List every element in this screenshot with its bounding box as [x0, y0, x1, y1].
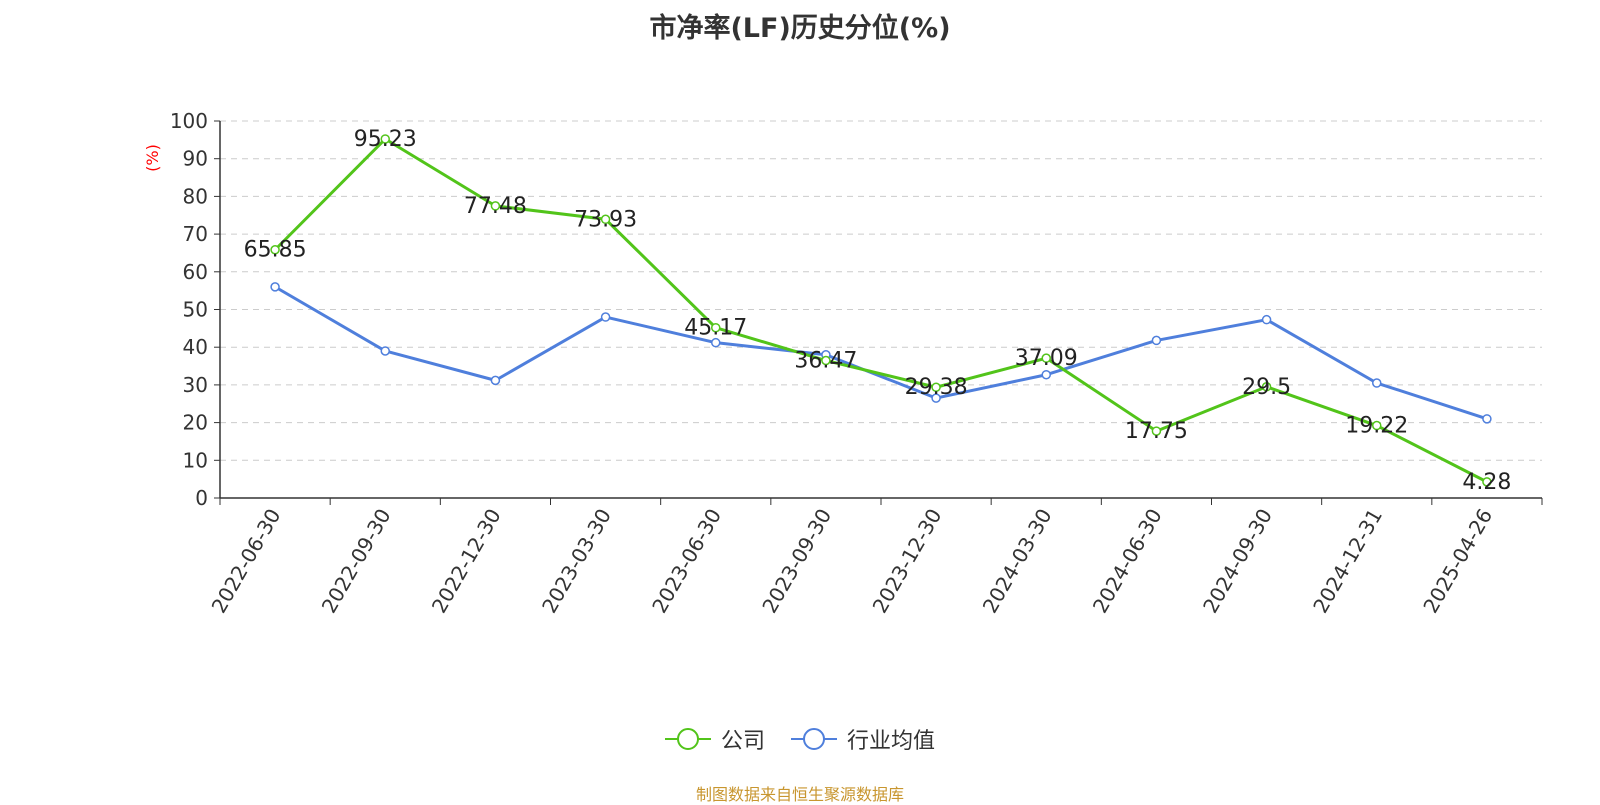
line-chart: 0 10 20 30 40 50 60 70 80 90 100 2022-06-30 2022-09-… [143, 109, 1543, 618]
x-tick-label-2023-06-30: 2023-06-30 [647, 505, 726, 618]
point-industry-2022-09-30 [380, 346, 390, 356]
point-company-2024-03-30 [1041, 353, 1051, 363]
y-tick-label-20: 20 [183, 411, 208, 435]
legend-company-icon [664, 728, 711, 750]
data-label-company-2022-12-30: 77.48 [464, 194, 527, 219]
data-labels: 65.85 95.23 77.48 73.93 45.17 36.47 29.38 37.09… [244, 127, 1512, 495]
point-industry-2023-03-30 [600, 312, 611, 322]
point-company-2024-12-31 [1372, 420, 1382, 431]
x-tick-label-2022-06-30: 2022-06-30 [207, 505, 286, 618]
point-industry-2023-06-30 [711, 337, 721, 348]
y-tick-label-90: 90 [183, 147, 208, 171]
series-line-industry [274, 285, 1488, 421]
legend-company-label: 公司 [720, 729, 765, 754]
point-industry-2022-06-30 [270, 282, 280, 292]
data-label-company-2024-09-30: 29.5 [1242, 375, 1291, 400]
point-company-2023-12-30 [931, 382, 941, 392]
x-tick-label-2024-03-30: 2024-03-30 [978, 505, 1057, 618]
point-company-2024-09-30 [1261, 382, 1272, 392]
series-line-company [274, 137, 1488, 484]
x-tick-label-2023-03-30: 2023-03-30 [537, 505, 616, 618]
data-source-note: 制图数据来自恒生聚源数据库 [695, 785, 904, 804]
point-company-2023-09-30 [821, 355, 831, 366]
point-company-2022-09-30 [380, 134, 390, 144]
data-label-company-2023-09-30: 36.47 [794, 349, 857, 374]
y-tick-label-40: 40 [183, 335, 208, 359]
y-tick-label-100: 100 [170, 109, 208, 133]
point-industry-2024-03-30 [1041, 369, 1051, 380]
grid-lines [220, 120, 1542, 461]
x-tick-label-2024-12-31: 2024-12-31 [1308, 505, 1387, 618]
y-tick-label-0: 0 [195, 486, 208, 510]
y-tick-label-10: 10 [183, 448, 208, 472]
x-tick-label-2024-06-30: 2024-06-30 [1088, 505, 1167, 618]
y-tick-label-80: 80 [183, 184, 208, 208]
point-industry-2025-04-26 [1482, 414, 1492, 424]
data-label-company-2024-06-30: 17.75 [1125, 419, 1188, 444]
point-industry-2024-06-30 [1151, 335, 1162, 346]
point-company-2022-12-30 [490, 201, 501, 211]
data-label-company-2023-06-30: 45.17 [684, 316, 747, 341]
point-industry-2022-12-30 [490, 375, 501, 386]
data-label-company-2025-04-26: 4.28 [1462, 470, 1511, 495]
series-layer [270, 134, 1492, 487]
point-company-2025-04-26 [1482, 477, 1492, 487]
y-axis-label: (%) [143, 144, 162, 172]
y-tick-label-60: 60 [183, 260, 208, 284]
chart-title: 市净率(LF)历史分位(%) [649, 13, 951, 44]
point-industry-2024-09-30 [1261, 314, 1272, 325]
point-industry-2023-12-30 [931, 393, 941, 403]
y-tick-label-70: 70 [183, 222, 208, 246]
data-label-company-2022-06-30: 65.85 [244, 238, 307, 263]
y-tick-label-30: 30 [183, 373, 208, 397]
legend-item-company[interactable]: 公司 [664, 723, 765, 755]
data-label-company-2024-12-31: 19.22 [1345, 414, 1408, 439]
point-industry-2024-12-31 [1372, 378, 1382, 388]
point-company-2023-03-30 [600, 214, 611, 225]
x-tick-label-2024-09-30: 2024-09-30 [1198, 505, 1277, 618]
x-tick-label-2022-09-30: 2022-09-30 [317, 505, 396, 618]
point-company-2023-06-30 [711, 322, 721, 333]
x-tick-label-2022-12-30: 2022-12-30 [427, 504, 506, 617]
y-tick-label-50: 50 [183, 298, 208, 322]
legend-industry-label: 行业均值 [847, 729, 936, 754]
legend-industry-icon [791, 728, 837, 750]
x-tick-label-2023-09-30: 2023-09-30 [757, 505, 836, 618]
data-label-company-2022-09-30: 95.23 [354, 127, 417, 152]
x-tick-label-2025-04-26: 2025-04-26 [1418, 505, 1497, 618]
data-label-company-2024-03-30: 37.09 [1015, 346, 1078, 371]
data-label-company-2023-12-30: 29.38 [905, 375, 968, 400]
x-tick-label-2023-12-30: 2023-12-30 [868, 504, 947, 617]
point-company-2022-06-30 [270, 244, 280, 255]
point-company-2024-06-30 [1151, 426, 1162, 436]
legend: 公司 行业均值 [0, 722, 1600, 756]
data-label-company-2023-03-30: 73.93 [574, 207, 637, 232]
legend-item-industry[interactable]: 行业均值 [791, 723, 935, 755]
